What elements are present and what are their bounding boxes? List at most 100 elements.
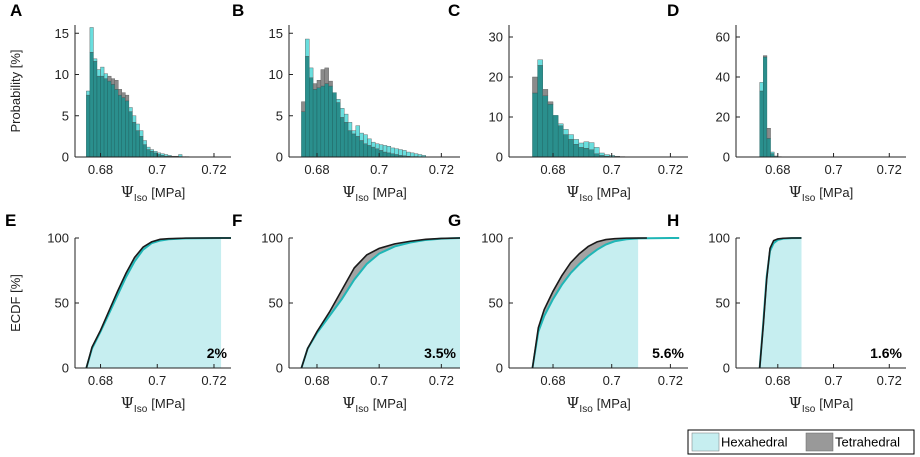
panel-a: A 0.68 0.7 0.72 0 5 10 15 ΨIso [MPa] Probability [… xyxy=(8,1,231,204)
histogram-bar-hexahedral xyxy=(103,73,108,79)
y-tick-label: 15 xyxy=(269,26,283,41)
y-tick-label: 0 xyxy=(276,150,283,165)
histogram-bar-hexahedral xyxy=(402,150,407,156)
panel-letter: H xyxy=(667,211,679,230)
x-tick-label: 0.68 xyxy=(765,373,790,388)
histogram-bar-hexahedral xyxy=(336,99,341,103)
x-axis-unit: [MPa] xyxy=(819,396,853,411)
x-axis-label: ΨIso [MPa] xyxy=(566,394,630,415)
histogram-bar-tetrahedral xyxy=(320,69,325,87)
x-tick-label: 0.72 xyxy=(429,373,454,388)
x-axis-symbol: Ψ xyxy=(566,394,579,412)
y-axis-label: ECDF [%] xyxy=(8,274,23,332)
histogram-bar-hexahedral xyxy=(382,145,388,153)
histogram-bar-overlap xyxy=(336,102,341,158)
histogram-bar-hexahedral xyxy=(371,141,376,148)
legend-label-tetrahedral: Tetrahedral xyxy=(835,435,900,450)
y-tick-label: 10 xyxy=(489,110,503,125)
x-tick-label: 0.7 xyxy=(370,373,388,388)
histogram-bar-overlap xyxy=(312,89,318,158)
histogram-bar-overlap xyxy=(305,56,310,158)
x-tick-label: 0.7 xyxy=(825,162,843,177)
y-tick-label: 100 xyxy=(481,231,503,246)
histogram-bar-hexahedral xyxy=(135,123,140,131)
histogram-bar-hexahedral xyxy=(410,152,415,157)
x-axis-label: ΨIso [MPa] xyxy=(121,394,185,415)
panel-d: D 0.68 0.7 0.72 0 20 40 60 ΨIso [MPa] xyxy=(667,1,906,204)
histogram-bar-hexahedral xyxy=(537,59,543,66)
histogram-bar-hexahedral xyxy=(563,129,569,135)
histogram-bar-hexahedral xyxy=(167,155,172,157)
histogram-bar-overlap xyxy=(332,92,337,158)
legend-swatch-hexahedral xyxy=(691,432,720,452)
x-axis-subscript: Iso xyxy=(579,193,593,204)
x-axis-symbol: Ψ xyxy=(789,183,802,201)
histogram-bar-overlap xyxy=(578,147,585,158)
histogram-bar-overlap xyxy=(139,136,144,158)
histogram-bar-hexahedral xyxy=(157,152,162,155)
x-tick-label: 0.68 xyxy=(88,373,113,388)
x-tick-label: 0.72 xyxy=(877,162,902,177)
x-axis-symbol: Ψ xyxy=(342,183,355,201)
histogram-bar-hexahedral xyxy=(573,139,579,145)
histogram-bar-hexahedral xyxy=(89,27,94,53)
histogram-bar-hexahedral xyxy=(599,152,605,156)
histogram-bar-hexahedral xyxy=(588,142,595,151)
x-axis-subscript: Iso xyxy=(134,404,148,415)
histogram-bar-hexahedral xyxy=(128,107,133,112)
histogram-bar-overlap xyxy=(367,145,372,158)
histogram-bar-hexahedral xyxy=(149,149,154,152)
histogram-bar-hexahedral xyxy=(375,143,380,149)
x-axis-subscript: Iso xyxy=(802,404,816,415)
difference-annotation: 2% xyxy=(207,345,228,361)
x-tick-label: 0.7 xyxy=(603,373,621,388)
histogram-bar-hexahedral xyxy=(178,154,183,157)
histogram-bar-overlap xyxy=(770,153,775,158)
histogram-bar-hexahedral xyxy=(153,151,158,154)
histogram-bar-tetrahedral xyxy=(766,127,771,139)
y-axis-label: Probability [%] xyxy=(8,49,23,132)
x-axis-unit: [MPa] xyxy=(597,396,631,411)
histogram-bar-tetrahedral xyxy=(312,83,318,90)
histogram-bar-overlap xyxy=(378,150,384,158)
histogram-bar-hexahedral xyxy=(568,134,574,140)
x-axis-label: ΨIso [MPa] xyxy=(121,183,185,204)
y-tick-label: 15 xyxy=(55,26,69,41)
histogram-bar-tetrahedral xyxy=(107,75,112,82)
histogram-bar-overlap xyxy=(110,84,115,158)
histogram-bar-overlap xyxy=(96,75,101,158)
histogram-bar-overlap xyxy=(386,152,392,158)
histogram-bar-hexahedral xyxy=(93,58,98,62)
histogram-bar-tetrahedral xyxy=(542,89,549,97)
histogram-bar-hexahedral xyxy=(96,69,101,77)
histogram-bar-overlap xyxy=(766,138,771,158)
y-tick-label: 0 xyxy=(723,150,730,165)
histogram-bar-hexahedral xyxy=(100,66,105,77)
histogram-bar-hexahedral xyxy=(578,142,585,148)
histogram-bar-overlap xyxy=(149,151,154,158)
histogram-bar-overlap xyxy=(763,56,768,158)
y-tick-label: 20 xyxy=(489,70,503,85)
histogram-bar-tetrahedral xyxy=(114,80,119,90)
histogram-bar-hexahedral xyxy=(406,151,411,157)
x-axis-label: ΨIso [MPa] xyxy=(342,394,406,415)
histogram-bar-tetrahedral xyxy=(316,80,322,88)
histogram-bar-hexahedral xyxy=(398,149,403,156)
y-tick-label: 100 xyxy=(708,231,730,246)
y-tick-label: 50 xyxy=(489,296,503,311)
histogram-bar-tetrahedral xyxy=(532,76,538,94)
histogram-bar-overlap xyxy=(320,85,325,158)
ecdf-area-hexahedral xyxy=(759,238,802,368)
y-tick-label: 50 xyxy=(55,296,69,311)
histogram-bar-overlap xyxy=(375,148,380,158)
x-tick-label: 0.68 xyxy=(88,162,113,177)
panel-e: E 2% 0.68 0.7 0.72 0 50 100 ΨIso [MPa] ECDF [%] xyxy=(5,211,231,415)
y-tick-label: 0 xyxy=(62,361,69,376)
panel-h: H 1.6% 0.68 0.7 0.72 0 50 100 ΨIso [MPa] xyxy=(667,211,906,415)
histogram-bar-hexahedral xyxy=(132,115,137,123)
x-axis-symbol: Ψ xyxy=(566,183,579,201)
legend-box xyxy=(687,429,915,455)
x-tick-label: 0.7 xyxy=(370,162,388,177)
x-axis-unit: [MPa] xyxy=(151,396,185,411)
panel-letter: C xyxy=(448,1,460,20)
